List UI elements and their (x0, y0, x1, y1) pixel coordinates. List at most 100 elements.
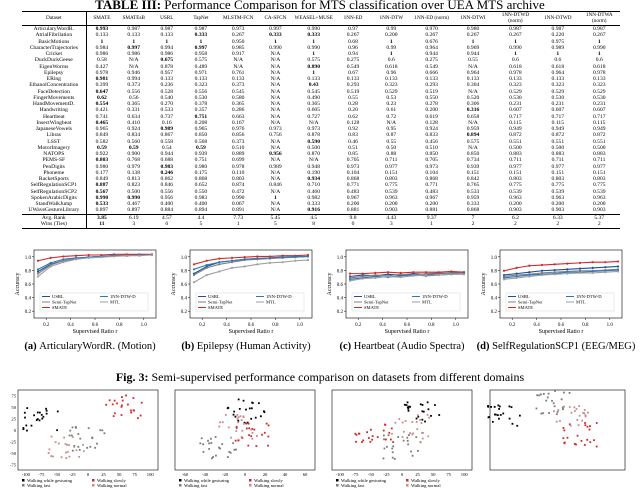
scatter-point (47, 452, 50, 454)
score-cell: 0.133 (346, 76, 360, 83)
scatter-point (82, 443, 84, 446)
scatter-point (113, 412, 116, 415)
legend-marker (336, 479, 339, 482)
scatter-point (555, 420, 558, 423)
scatter-point (407, 407, 410, 410)
score-cell: 0.115 (509, 119, 522, 126)
x-tick-label: -25 (383, 472, 390, 477)
footer-cell: 6.33 (552, 214, 563, 221)
column-header: 1NN-DTWD (norm) (493, 11, 538, 26)
score-cell: 1 (389, 38, 393, 45)
series-point (616, 270, 620, 273)
series-point (87, 253, 90, 257)
scatter-point (393, 457, 396, 460)
legend-label: Walking normal (254, 483, 284, 488)
scatter-point (384, 438, 387, 441)
y-tick-label: 1.0 (491, 256, 498, 261)
scatter-point (243, 421, 246, 424)
scatter-point (218, 446, 220, 449)
series-point (591, 266, 594, 269)
score-cell: 0.775 (592, 182, 606, 189)
scatter-point (121, 396, 123, 398)
score-cell: 0.872 (592, 132, 606, 139)
score-cell: 0.133 (231, 76, 245, 83)
scatter-point (367, 437, 370, 439)
dataset-name: SelfRegulationSCP1 (22, 182, 87, 189)
table-row: PEMS-SF 0.803 0.768 0.688 0.751 0.699 N/A N/A 0.… (22, 157, 620, 164)
score-cell: 0.133 (551, 76, 565, 83)
scatter-point (63, 436, 66, 439)
subfigure-caption: (b) Epilepsy (Human Activity) (181, 341, 311, 352)
scatter-point (121, 399, 124, 402)
legend-label: Semi-TapNet (364, 300, 389, 305)
score-cell: 0.43 (308, 82, 319, 89)
series-point (256, 255, 259, 258)
score-cell: 0.331 (127, 107, 141, 114)
legend-label: Walking normal (97, 483, 127, 488)
score-cell: 0.884 (150, 207, 184, 215)
score-cell: 0.28 (348, 101, 358, 108)
scatter-point (362, 439, 365, 442)
scatter-point (518, 414, 521, 417)
scatter-point (568, 391, 571, 394)
score-cell: 0.465 (95, 119, 109, 126)
series-point (192, 263, 196, 266)
scatter-frame (331, 389, 473, 471)
x-tick-label: 0.6 (404, 323, 411, 328)
scatter-point (237, 421, 240, 424)
scatter-point (120, 414, 123, 416)
footer-cell: 3 (371, 221, 411, 229)
scatter-point (226, 456, 229, 458)
x-tick-label: 100 (461, 472, 469, 477)
scatter-point (230, 436, 232, 439)
legend-label: Semi-TapNet (52, 300, 77, 305)
x-tick-label: 0.8 (428, 323, 435, 328)
score-cell: 0.94 (348, 51, 358, 58)
scatter-point (116, 402, 118, 405)
scatter-point (536, 394, 539, 397)
score-cell: N/A (270, 69, 281, 76)
score-cell: 0.987 (551, 26, 565, 33)
score-cell: 0.200 (425, 201, 438, 208)
footer-label: Wins (Ties) (22, 221, 87, 229)
score-cell: 0.977 (551, 163, 565, 170)
series-point (218, 257, 221, 260)
score-cell: 0.903 (578, 207, 620, 215)
scatter-point (391, 432, 393, 435)
score-cell: 0.529 (551, 88, 565, 95)
scatter-point (241, 429, 244, 432)
score-cell: 0.803 (509, 176, 522, 183)
legend-label: Semi-TapNet (208, 300, 233, 305)
x-tick-label: -75 (38, 472, 45, 477)
table-row: MotorImagery 0.59 0.59 0.54 0.59 0.510 N/A 0.50… (22, 144, 620, 151)
score-cell: 0.850 (425, 151, 438, 158)
column-header: SMATEsB (117, 11, 151, 26)
subfigure-caption: (d) SelfRegulationSCP1 (EEG/MEG) (477, 341, 636, 352)
score-cell: 1 (100, 38, 104, 45)
y-tick-label: 25 (11, 417, 16, 422)
scatter-point (406, 439, 409, 442)
score-cell: 0.323 (551, 82, 565, 89)
score-cell: 0.373 (231, 138, 245, 145)
score-cell: 0.874 (231, 182, 245, 189)
score-cell: 0.267 (425, 32, 438, 39)
score-cell: 1 (514, 51, 517, 58)
scatter-point (419, 403, 422, 406)
series-point (361, 272, 364, 275)
x-tick-label: 0 (401, 472, 404, 477)
scatter-point (421, 437, 424, 440)
score-cell: 0.539 (509, 188, 522, 195)
scatter-point (66, 443, 68, 446)
score-cell: 0.823 (127, 182, 141, 189)
score-cell: 0.946 (127, 69, 141, 76)
series-point (604, 271, 607, 274)
score-cell: N/A (270, 82, 281, 89)
y-tick-label: 0.2 (491, 310, 498, 315)
scatter-point (235, 427, 238, 429)
chart-3: 0.2 0.4 0.6 0.8 1.0 0.2 0.4 0.6 0.8 1.0 Accuracy Su… (477, 249, 636, 352)
score-cell: 0.983 (194, 194, 208, 201)
scatter-point (140, 401, 143, 404)
scatter-point (563, 441, 566, 444)
scatter-point (508, 417, 511, 420)
